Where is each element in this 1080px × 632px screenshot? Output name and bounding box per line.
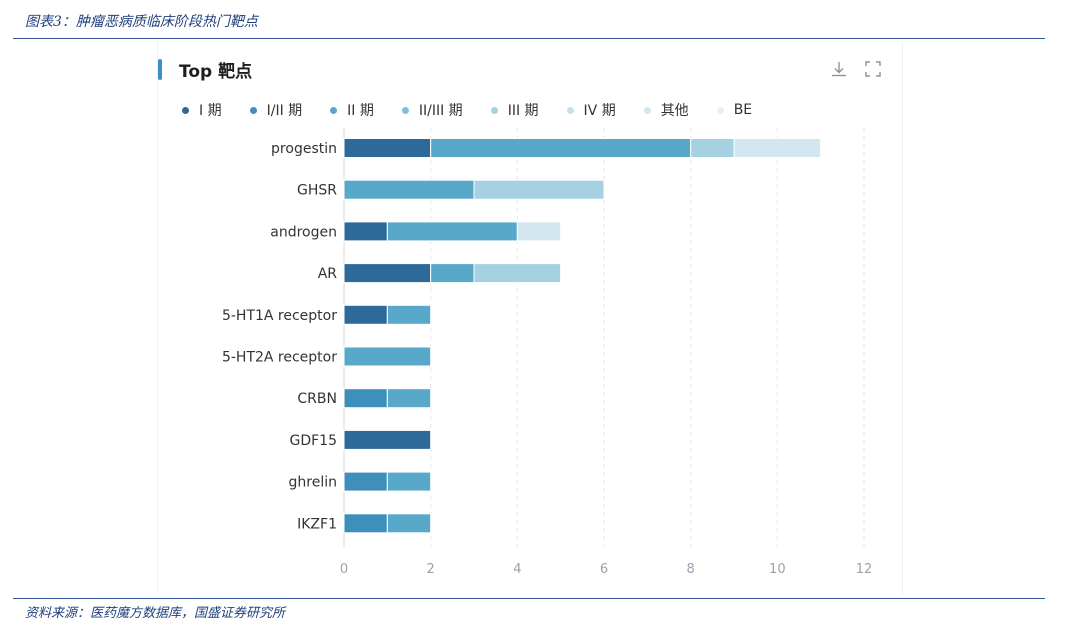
category-label: GHSR <box>297 183 337 199</box>
legend-item[interactable]: BE <box>716 102 753 118</box>
category-label: androgen <box>270 224 337 240</box>
legend-dot-icon <box>182 106 189 114</box>
title-accent-bar <box>158 59 162 80</box>
bar-segment[interactable] <box>343 471 388 492</box>
legend-item[interactable]: 其他 <box>643 100 689 120</box>
category-label: IKZF1 <box>297 516 337 532</box>
x-tick-label-4: 4 <box>513 562 521 577</box>
bar-segment[interactable] <box>473 263 562 284</box>
x-tick-label-0: 0 <box>340 562 348 577</box>
legend-dot-icon <box>401 106 409 114</box>
legend-label: II 期 <box>347 103 374 119</box>
bar-segment[interactable] <box>343 179 475 200</box>
bar-segment[interactable] <box>343 263 432 284</box>
legend-item[interactable]: II/III 期 <box>401 100 463 120</box>
bar-segment[interactable] <box>386 304 432 325</box>
legend-dot-icon <box>643 106 651 114</box>
x-tick-label-12: 12 <box>856 562 873 577</box>
legend-dot-icon <box>249 106 257 114</box>
legend-label: I 期 <box>199 103 222 119</box>
legend-item[interactable]: II 期 <box>330 100 374 120</box>
bar-segment[interactable] <box>386 221 518 242</box>
top-divider <box>13 38 1045 39</box>
x-tick-label-8: 8 <box>687 562 695 577</box>
category-label: ghrelin <box>289 475 337 491</box>
source-caption: 资料来源：医药魔方数据库，国盛证券研究所 <box>25 606 286 621</box>
category-label: CRBN <box>297 391 337 407</box>
legend-item[interactable]: I/II 期 <box>249 100 303 120</box>
bar-segment[interactable] <box>473 179 605 200</box>
legend-dot-icon <box>716 106 724 114</box>
bar-segment[interactable] <box>386 471 432 492</box>
legend-label: IV 期 <box>583 103 616 119</box>
bar-segment[interactable] <box>343 388 388 409</box>
figure-caption: 图表3：肿瘤恶病质临床阶段热门靶点 <box>25 14 258 30</box>
bottom-divider <box>13 598 1045 599</box>
bar-segment[interactable] <box>343 138 432 158</box>
bar-segment[interactable] <box>430 263 475 284</box>
legend-item[interactable]: III 期 <box>490 100 539 120</box>
category-label: AR <box>318 266 338 282</box>
chart-legend: I 期 I/II 期 II 期 II/III 期 III 期 IV 期 其他 BE <box>182 100 780 120</box>
chart-title: Top 靶点 <box>179 62 253 82</box>
bar-segment[interactable] <box>733 138 822 158</box>
download-icon[interactable] <box>829 59 849 79</box>
legend-label: 其他 <box>660 103 689 119</box>
bar-segment[interactable] <box>343 304 388 325</box>
legend-dot-icon <box>490 106 498 114</box>
category-label: 5-HT2A receptor <box>222 350 337 366</box>
legend-item[interactable]: I 期 <box>182 100 222 120</box>
bar-segment[interactable] <box>516 221 562 242</box>
bar-segment[interactable] <box>430 138 692 158</box>
legend-dot-icon <box>566 106 574 114</box>
category-label: progestin <box>271 141 337 157</box>
bar-segment[interactable] <box>343 429 432 450</box>
legend-label: I/II 期 <box>266 103 303 119</box>
x-tick-label-10: 10 <box>769 562 786 577</box>
fullscreen-icon[interactable] <box>863 59 883 79</box>
bar-segment[interactable] <box>343 513 388 534</box>
legend-item[interactable]: IV 期 <box>566 100 616 120</box>
bar-segment[interactable] <box>343 346 432 367</box>
bar-segment[interactable] <box>386 388 432 409</box>
bar-segment[interactable] <box>690 138 735 158</box>
x-tick-label-2: 2 <box>427 562 435 577</box>
bar-segment[interactable] <box>386 513 432 534</box>
x-tick-label-6: 6 <box>600 562 608 577</box>
chart-card: Top 靶点 I 期 I/II 期 II 期 II/III 期 III 期 IV 期 其他 B… <box>157 42 903 594</box>
category-label: 5-HT1A receptor <box>222 308 337 324</box>
category-label: GDF15 <box>290 433 338 449</box>
bar-segment[interactable] <box>343 221 388 242</box>
legend-label: II/III 期 <box>418 103 463 119</box>
legend-label: BE <box>733 102 753 118</box>
legend-label: III 期 <box>507 103 539 119</box>
legend-dot-icon <box>330 106 338 114</box>
